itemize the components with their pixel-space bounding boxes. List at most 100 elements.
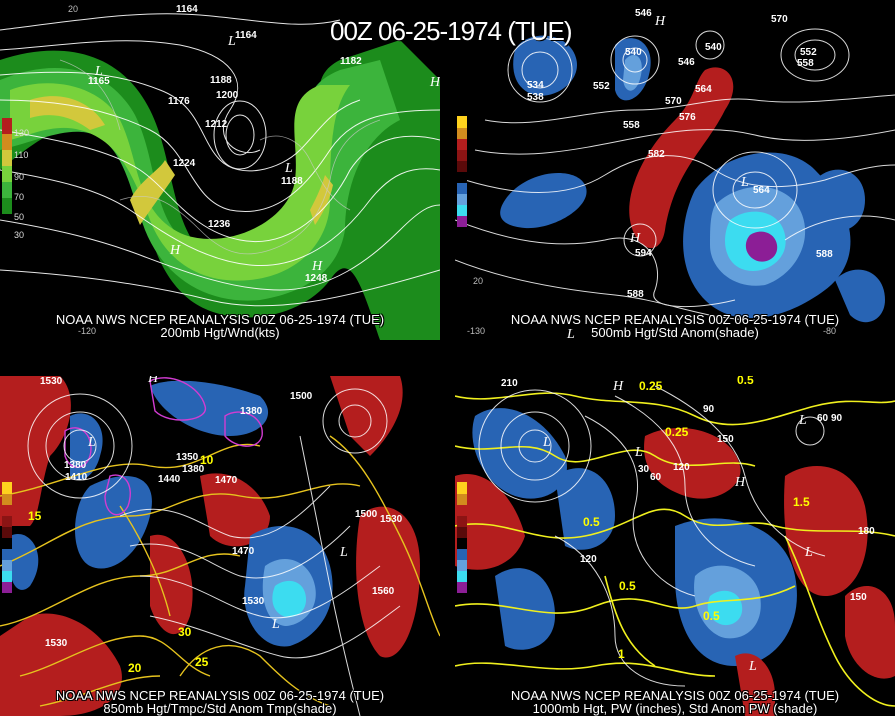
anom-neg xyxy=(815,169,865,231)
low-marker: L xyxy=(740,175,749,190)
low-marker: L xyxy=(227,34,236,49)
pw-label: 1 xyxy=(618,647,625,661)
low-marker: L xyxy=(271,617,280,632)
contour-label: 546 xyxy=(678,57,695,68)
contour-label: 540 xyxy=(625,47,642,58)
anom-pos xyxy=(455,474,525,570)
anom-neg xyxy=(623,55,642,91)
high-marker: H xyxy=(169,243,181,258)
low-marker: L xyxy=(634,445,643,460)
anom-pos xyxy=(330,376,403,456)
low-marker: L xyxy=(339,545,348,560)
panel-caption-field: 500mb Hgt/Std Anom(shade) xyxy=(591,325,759,340)
contour-label: 120 xyxy=(580,554,597,565)
pw-label: 0.5 xyxy=(619,579,636,593)
panel-1000mb-pw: 210 90 60 90 150 120 180 150 60 30 120 0… xyxy=(455,376,895,716)
contour-label: 588 xyxy=(816,249,833,260)
anom-pos xyxy=(629,67,734,249)
panel-500mb: 546 570 540 540 546 552 558 564 570 576 … xyxy=(455,0,895,340)
contour-label: 1470 xyxy=(215,475,238,486)
anom-neg xyxy=(555,468,615,550)
contour-label: 564 xyxy=(695,84,712,95)
lat-tick: 20 xyxy=(473,276,483,286)
contour-label: 150 xyxy=(717,434,734,445)
contour-label: 570 xyxy=(771,14,788,25)
contour-label: 60 xyxy=(650,472,662,483)
temp-label: 15 xyxy=(28,509,42,523)
panel-caption-field: 850mb Hgt/Tmpc/Std Anom Tmp(shade) xyxy=(103,701,337,716)
contour-label: 594 xyxy=(635,248,652,259)
contour-label: 1164 xyxy=(235,30,257,41)
anom-pos xyxy=(0,376,71,526)
legend-label: 30 xyxy=(14,230,25,240)
contour-label: 1530 xyxy=(380,514,403,525)
map-500mb: 546 570 540 540 546 552 558 564 570 576 … xyxy=(455,0,895,340)
panel-caption-source: NOAA NWS NCEP REANALYSIS 00Z 06-25-1974 … xyxy=(55,688,385,703)
panel-caption-source: NOAA NWS NCEP REANALYSIS 00Z 06-25-1974 … xyxy=(55,312,385,327)
low-marker: L xyxy=(798,413,807,428)
anom-neg xyxy=(150,380,269,436)
low-marker: L xyxy=(566,327,575,340)
panel-850mb: 1530 1410 1380 1500 1470 1350 1380 1410 … xyxy=(0,376,440,716)
anom-pos xyxy=(0,613,122,716)
anom-neg xyxy=(745,231,778,262)
legend-pw-anomaly xyxy=(457,482,467,593)
high-marker: H xyxy=(734,475,746,490)
contour-label: 1410 xyxy=(65,472,88,483)
contour-label: 1380 xyxy=(64,460,87,471)
contour-label: 1380 xyxy=(240,406,263,417)
contour-label: 564 xyxy=(753,185,770,196)
contour-label: 1200 xyxy=(216,90,239,101)
low-marker: L xyxy=(87,435,96,450)
contour-label: 1248 xyxy=(305,273,328,284)
anom-neg xyxy=(472,408,567,499)
contour-label: 540 xyxy=(705,42,722,53)
panel-200mb: 1164 1164 1188 1176 1200 1212 1224 1236 … xyxy=(0,0,440,340)
map-1000mb-pw: 210 90 60 90 150 120 180 150 60 30 120 0… xyxy=(455,376,895,716)
contour-label: 1530 xyxy=(242,596,265,607)
legend-anomaly xyxy=(457,116,467,227)
high-marker: H xyxy=(629,231,641,246)
pw-label: 0.25 xyxy=(665,425,689,439)
panel-caption-field: 200mb Hgt/Wnd(kts) xyxy=(160,325,280,340)
low-marker: L xyxy=(284,161,293,176)
contour-label: 1350 xyxy=(176,452,199,463)
pw-label: 0.5 xyxy=(583,515,600,529)
legend-temp-anomaly xyxy=(2,482,12,593)
anom-pos xyxy=(735,653,775,716)
contour-label: 552 xyxy=(800,47,817,58)
temp-label: 25 xyxy=(195,655,209,669)
contour-label: 588 xyxy=(627,289,644,300)
contour-label: 558 xyxy=(797,58,814,69)
panel-caption-source: NOAA NWS NCEP REANALYSIS 00Z 06-25-1974 … xyxy=(510,312,840,327)
contour-label: 1182 xyxy=(340,56,362,67)
pw-label: 0.5 xyxy=(737,376,754,387)
temp-label: 20 xyxy=(128,661,142,675)
legend-wind: 130 110 90 70 50 30 xyxy=(2,118,29,240)
anom-pos xyxy=(644,427,741,499)
contour-label: 1410 xyxy=(160,376,183,377)
contour-label: 1188 xyxy=(281,176,303,187)
contour-label: 1165 xyxy=(88,76,110,87)
high-marker: H xyxy=(429,75,440,90)
legend-label: 110 xyxy=(14,150,29,160)
legend-label: 90 xyxy=(14,172,25,182)
contour-label: 558 xyxy=(623,120,640,131)
anom-neg xyxy=(272,580,307,618)
legend-label: 70 xyxy=(14,192,25,202)
contour-label: 90 xyxy=(703,404,715,415)
temp-label: 30 xyxy=(178,625,192,639)
contour-label: 552 xyxy=(593,81,610,92)
lon-tick: -130 xyxy=(467,326,485,336)
wind-shade-90-central xyxy=(130,160,175,225)
contour-label: 1164 xyxy=(176,4,198,15)
contour-label: 1224 xyxy=(173,158,196,169)
anom-neg xyxy=(10,534,39,590)
lon-tick: 20 xyxy=(68,4,78,14)
contour-label: 576 xyxy=(679,112,696,123)
wind-shade-70 xyxy=(10,83,350,281)
lon-tick: -80 xyxy=(823,326,836,336)
contour-label: 1380 xyxy=(182,464,205,475)
contour-label: 1530 xyxy=(40,376,63,387)
low-marker: L xyxy=(804,545,813,560)
